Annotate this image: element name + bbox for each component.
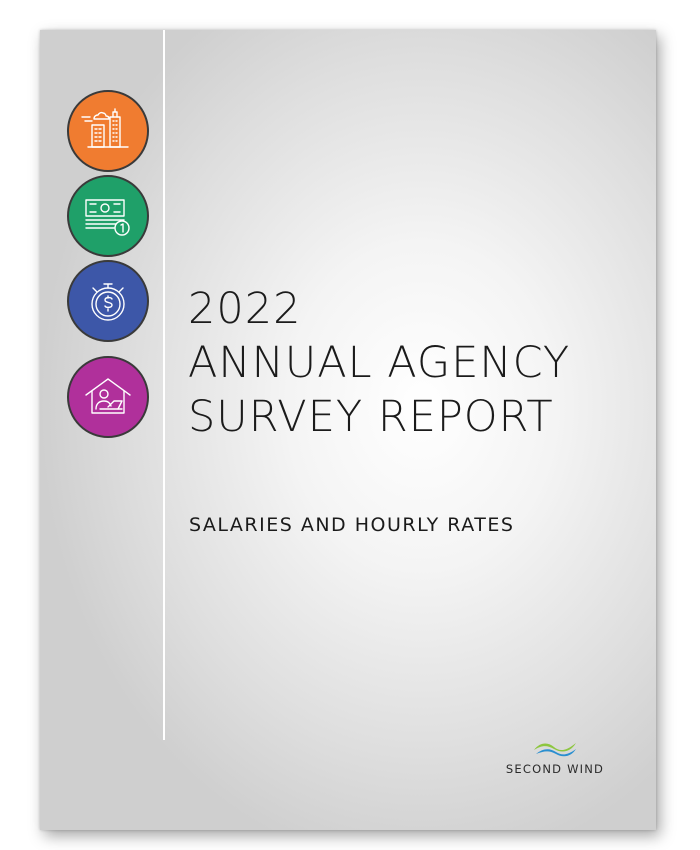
title-line-2: SURVEY REPORT	[188, 392, 554, 442]
wave-logo-icon	[534, 743, 576, 757]
money-stack-icon	[67, 175, 149, 257]
stopwatch-dollar-icon	[67, 260, 149, 342]
report-subtitle: SALARIES AND HOURLY RATES	[189, 514, 515, 536]
report-title: 2022 ANNUAL AGENCY SURVEY REPORT	[188, 282, 570, 444]
report-cover: 2022 ANNUAL AGENCY SURVEY REPORT SALARIE…	[40, 30, 656, 830]
city-buildings-icon	[67, 90, 149, 172]
title-line-1: ANNUAL AGENCY	[188, 338, 571, 388]
logo-text: SECOND WIND	[505, 762, 605, 776]
home-office-icon	[67, 356, 149, 438]
title-year: 2022	[188, 284, 302, 334]
second-wind-logo: SECOND WIND	[495, 738, 615, 776]
vertical-divider	[163, 30, 165, 740]
